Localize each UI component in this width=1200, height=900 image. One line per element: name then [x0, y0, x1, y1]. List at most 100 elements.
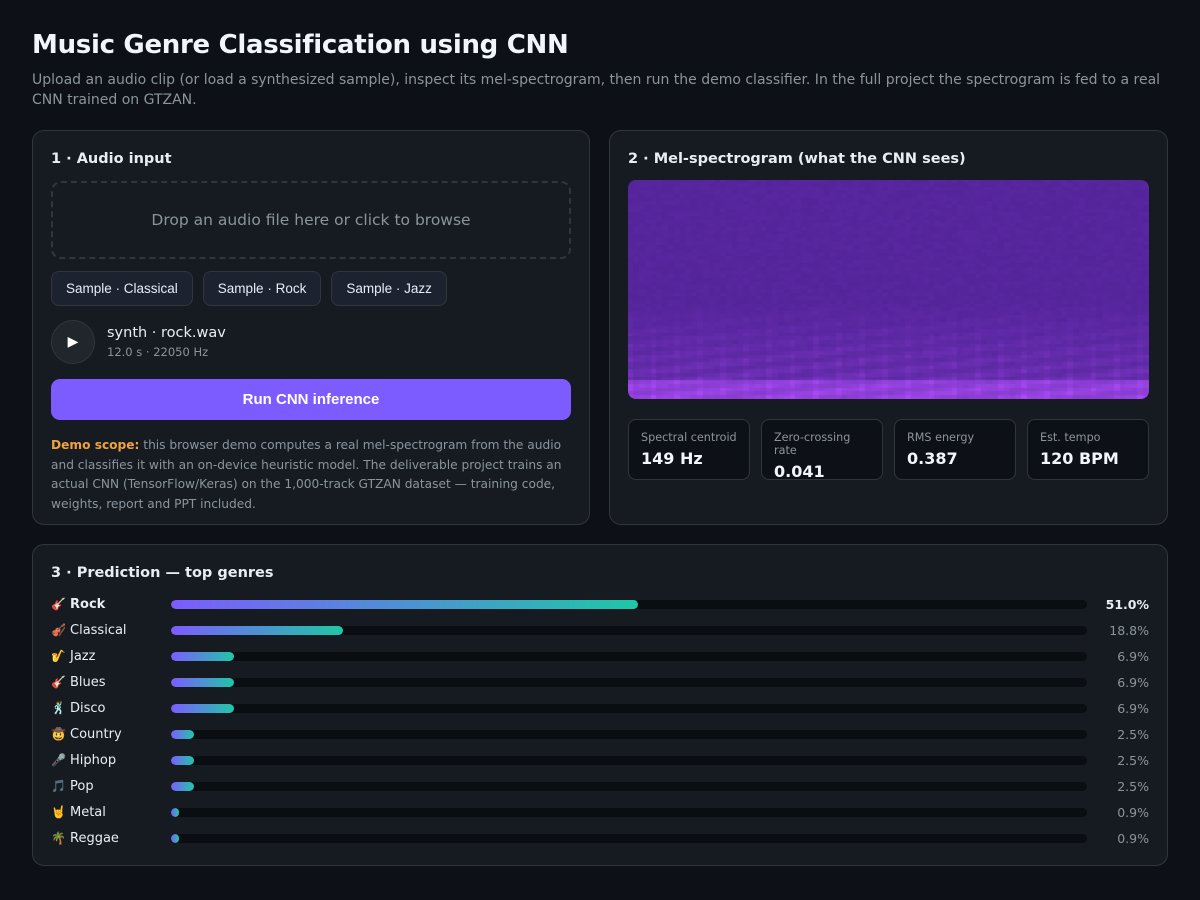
genre-label: 🎷 Jazz [51, 649, 171, 664]
probability-bar-fill [171, 729, 194, 739]
sample-rock-button[interactable]: Sample · Rock [202, 271, 322, 306]
metric-label: Spectral centroid [641, 431, 737, 444]
probability-value: 0.9% [1117, 830, 1149, 846]
probability-bar-track [171, 703, 1087, 713]
genre-row-country: 🤠 Country 2.5% [51, 721, 1149, 747]
probability-value: 6.9% [1117, 674, 1149, 690]
probability-bar-fill [171, 625, 344, 635]
genre-label: 🤠 Country [51, 727, 171, 742]
sample-buttons: Sample · Classical Sample · Rock Sample … [51, 271, 571, 306]
genre-label: 🎻 Classical [51, 623, 171, 638]
probability-bar-track [171, 833, 1087, 843]
page-title: Music Genre Classification using CNN [32, 30, 569, 60]
genre-name: Jazz [70, 648, 96, 664]
top-row: 1 · Audio input Drop an audio file here … [32, 130, 1168, 525]
genre-name: Rock [70, 596, 106, 612]
genre-emoji-icon: 🎵 [51, 778, 66, 793]
probability-bar-fill [171, 651, 235, 661]
probability-bar-fill [171, 781, 194, 791]
genre-emoji-icon: 🎤 [51, 752, 66, 767]
probability-bar-fill [171, 677, 235, 687]
genre-emoji-icon: 🤘 [51, 804, 66, 819]
genre-emoji-icon: 🎸 [51, 596, 66, 611]
metric-label: Est. tempo [1040, 431, 1101, 444]
file-meta: synth · rock.wav 12.0 s · 22050 Hz [107, 325, 226, 359]
probability-bar-fill [171, 599, 639, 609]
probability-bar-track [171, 755, 1087, 765]
genre-emoji-icon: 🎻 [51, 622, 66, 637]
app: Music Genre Classification using CNN Upl… [32, 30, 1168, 866]
genre-row-disco: 🕺 Disco 6.9% [51, 695, 1149, 721]
genre-emoji-icon: 🕺 [51, 700, 66, 715]
metric-rms-energy: RMS energy 0.387 [894, 419, 1016, 480]
metric-zero-crossing-rate: Zero-crossing rate 0.041 [761, 419, 883, 481]
genre-row-pop: 🎵 Pop 2.5% [51, 773, 1149, 799]
probability-value: 2.5% [1117, 752, 1149, 768]
genre-name: Blues [70, 674, 106, 690]
genre-row-reggae: 🌴 Reggae 0.9% [51, 825, 1149, 851]
probability-value: 51.0% [1105, 596, 1149, 612]
sample-jazz-button[interactable]: Sample · Jazz [331, 271, 447, 306]
demo-scope-label: Demo scope: [51, 438, 140, 452]
metric-value: 0.387 [907, 449, 958, 468]
probability-value: 0.9% [1117, 804, 1149, 820]
audio-dropzone[interactable]: Drop an audio file here or click to brow… [51, 181, 571, 259]
genre-name: Disco [70, 700, 106, 716]
genre-label: 🤘 Metal [51, 805, 171, 820]
probability-value: 2.5% [1117, 778, 1149, 794]
genre-row-jazz: 🎷 Jazz 6.9% [51, 643, 1149, 669]
genre-label: 🎤 Hiphop [51, 753, 171, 768]
probability-bar-fill [171, 807, 180, 817]
spectrogram-panel-title: 2 · Mel-spectrogram (what the CNN sees) [628, 151, 966, 167]
genre-emoji-icon: 🤠 [51, 726, 66, 741]
probability-value: 6.9% [1117, 700, 1149, 716]
sample-classical-button[interactable]: Sample · Classical [51, 271, 193, 306]
probability-value: 2.5% [1117, 726, 1149, 742]
loaded-file: ▶ synth · rock.wav 12.0 s · 22050 Hz [51, 320, 571, 364]
genre-prediction-list: 🎸 Rock 51.0% 🎻 Classical 18.8% 🎷 Jazz 6.9% 🎸 Blues… [51, 591, 1149, 851]
probability-value: 18.8% [1109, 622, 1149, 638]
mel-spectrogram-image [628, 180, 1149, 399]
genre-label: 🕺 Disco [51, 701, 171, 716]
audio-metrics: Spectral centroid 149 Hz Zero-crossing r… [628, 419, 1149, 481]
play-button[interactable]: ▶ [51, 320, 95, 364]
probability-value: 6.9% [1117, 648, 1149, 664]
metric-value: 120 BPM [1040, 449, 1119, 468]
probability-bar-fill [171, 703, 235, 713]
genre-row-hiphop: 🎤 Hiphop 2.5% [51, 747, 1149, 773]
probability-bar-fill [171, 833, 180, 843]
genre-name: Country [70, 726, 122, 742]
dropzone-text: Drop an audio file here or click to brow… [151, 211, 471, 229]
probability-bar-fill [171, 755, 194, 765]
spectrogram-panel: 2 · Mel-spectrogram (what the CNN sees) … [609, 130, 1168, 525]
genre-emoji-icon: 🌴 [51, 830, 66, 845]
genre-name: Classical [70, 622, 127, 638]
probability-bar-track [171, 677, 1087, 687]
genre-emoji-icon: 🎸 [51, 674, 66, 689]
probability-bar-track [171, 781, 1087, 791]
genre-emoji-icon: 🎷 [51, 648, 66, 663]
play-icon: ▶ [67, 334, 79, 350]
genre-row-blues: 🎸 Blues 6.9% [51, 669, 1149, 695]
genre-label: 🎵 Pop [51, 779, 171, 794]
run-inference-button[interactable]: Run CNN inference [51, 379, 571, 420]
probability-bar-track [171, 599, 1087, 609]
metric-value: 149 Hz [641, 449, 703, 468]
metric-label: Zero-crossing rate [774, 431, 851, 457]
probability-bar-track [171, 625, 1087, 635]
genre-row-metal: 🤘 Metal 0.9% [51, 799, 1149, 825]
demo-scope-note: Demo scope: this browser demo computes a… [51, 436, 571, 514]
genre-name: Metal [70, 804, 106, 820]
metric-spectral-centroid: Spectral centroid 149 Hz [628, 419, 750, 480]
demo-scope-text: this browser demo computes a real mel-sp… [51, 438, 562, 511]
probability-bar-track [171, 729, 1087, 739]
audio-panel-title: 1 · Audio input [51, 151, 172, 167]
genre-name: Pop [70, 778, 94, 794]
metric-label: RMS energy [907, 431, 975, 444]
genre-label: 🌴 Reggae [51, 831, 171, 846]
genre-row-classical: 🎻 Classical 18.8% [51, 617, 1149, 643]
prediction-panel: 3 · Prediction — top genres 🎸 Rock 51.0% 🎻 C… [32, 544, 1168, 866]
genre-label: 🎸 Rock [51, 597, 171, 612]
genre-name: Hiphop [70, 752, 117, 768]
prediction-panel-title: 3 · Prediction — top genres [51, 565, 274, 581]
